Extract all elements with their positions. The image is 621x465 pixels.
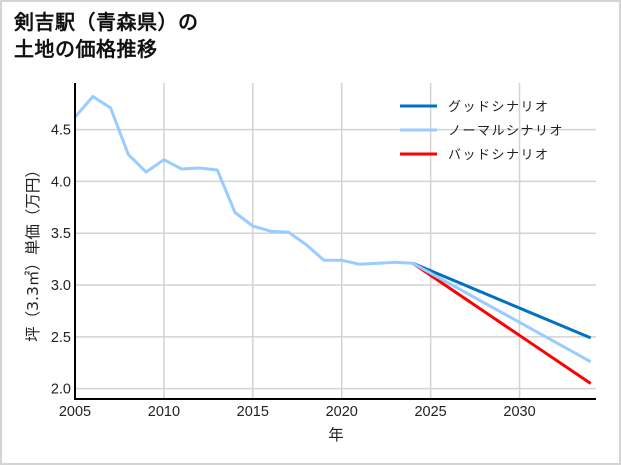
series-line	[412, 261, 592, 340]
tick-labels: 2005 2010 2015 2020 2025 2030 2.0 2.5 3.0 3.5 4.0 4…	[51, 123, 536, 420]
legend-label: グッドシナリオ	[448, 100, 550, 115]
series-line	[411, 262, 592, 385]
x-tick-label: 2005	[59, 404, 91, 420]
series-lines	[73, 95, 592, 385]
x-tick-label: 2030	[503, 404, 535, 420]
x-tick-label: 2010	[148, 404, 180, 420]
y-tick-label: 4.5	[51, 123, 71, 139]
chart-title-line1: 剣吉駅（青森県）の	[14, 10, 199, 34]
gridlines	[75, 83, 596, 399]
y-axis-label: 坪（3.3㎡）単価（万円）	[24, 162, 42, 342]
y-tick-label: 3.0	[51, 278, 71, 294]
y-tick-label: 2.0	[51, 382, 71, 398]
x-tick-label: 2020	[326, 404, 358, 420]
x-tick-label: 2025	[414, 404, 446, 420]
legend-label: バッドシナリオ	[448, 148, 550, 163]
series-line	[73, 95, 592, 364]
y-tick-label: 4.0	[51, 174, 71, 190]
x-axis-label: 年	[328, 426, 344, 444]
legend-label: ノーマルシナリオ	[448, 124, 564, 139]
axes	[74, 83, 596, 400]
y-tick-label: 2.5	[51, 330, 71, 346]
chart-title: 剣吉駅（青森県）の 土地の価格推移	[14, 9, 199, 63]
chart-title-line2: 土地の価格推移	[14, 37, 158, 61]
y-tick-label: 3.5	[51, 226, 71, 242]
x-tick-label: 2015	[237, 404, 269, 420]
